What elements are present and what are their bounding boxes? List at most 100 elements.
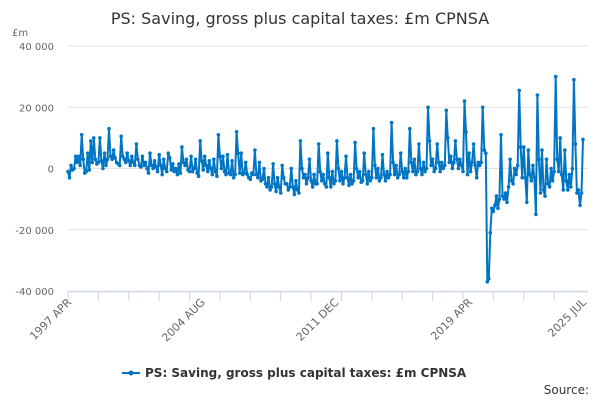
data-point [209,166,213,171]
data-point [277,185,282,189]
data-point [84,169,88,174]
data-point [561,188,566,192]
data-point [169,168,174,172]
data-point [353,140,357,145]
data-point [319,179,324,183]
data-point [433,166,438,171]
data-point [180,145,184,149]
data-point [292,192,297,197]
data-point [385,169,389,174]
data-point [484,151,488,155]
data-point [224,172,228,177]
data-point [556,169,561,174]
data-point [344,154,348,159]
data-point [265,185,269,189]
data-point [272,182,277,186]
data-point [555,157,559,162]
data-point [559,172,564,177]
x-tick-label: 2004 AUG [159,296,208,345]
data-point [130,154,134,159]
data-point [152,159,157,163]
data-point [569,185,573,189]
data-point [488,231,493,235]
data-point [257,160,262,165]
data-point [435,142,440,146]
data-point [215,174,219,178]
data-point [300,166,304,171]
data-point [532,175,537,180]
data-point [465,172,470,177]
data-point [155,169,160,174]
data-point [392,172,397,177]
data-point [400,169,405,174]
data-point [321,172,326,177]
data-point [286,188,291,192]
data-point [329,185,333,189]
data-point [193,157,198,162]
data-point [326,151,330,155]
data-point [397,172,402,177]
data-point [248,177,253,181]
data-point [379,175,383,180]
data-point [421,160,426,165]
data-point [96,160,101,165]
data-point [78,163,82,168]
data-point [266,175,271,180]
data-point [163,166,167,171]
data-point [382,172,386,177]
data-point [377,179,382,183]
data-point [417,142,421,146]
data-point [90,160,95,165]
data-point [89,139,93,143]
data-point [102,151,107,155]
data-point [164,169,169,174]
chart-title: PS: Saving, gross plus capital taxes: £m… [111,9,489,28]
data-point [537,157,541,162]
data-point [383,179,388,183]
data-point [301,175,306,180]
data-point [511,182,515,186]
data-point [458,157,462,162]
data-point [177,162,181,166]
data-point [145,166,149,171]
data-point [403,166,408,171]
data-point [406,169,411,174]
data-point [309,179,313,183]
legend[interactable]: PS: Saving, gross plus capital taxes: £m… [122,366,467,380]
data-point [210,172,215,177]
data-point [178,171,183,175]
data-point [470,160,474,165]
data-point [376,166,380,171]
data-point [547,185,552,189]
data-point [172,169,177,174]
data-point [388,172,392,177]
data-point [332,182,336,186]
data-point [66,169,70,174]
source-label: Source: [544,383,589,397]
data-point [412,157,417,162]
data-point [338,179,342,183]
data-point [502,197,506,201]
data-point [206,169,210,174]
data-point [526,148,531,152]
data-point [280,163,285,168]
data-point [541,188,546,192]
data-point [552,169,556,174]
data-point [315,182,319,186]
data-point [341,182,345,186]
data-point [196,174,201,178]
data-point [579,191,584,195]
data-point [499,133,503,137]
data-point [394,163,398,168]
data-point [316,142,321,146]
data-point [424,166,429,171]
data-point [228,172,233,177]
data-point [278,191,283,195]
data-point [295,188,300,192]
data-point [462,99,467,103]
data-point [525,200,529,204]
data-point [347,183,351,188]
data-point [133,163,137,168]
data-point [420,172,424,177]
data-point [123,160,128,165]
